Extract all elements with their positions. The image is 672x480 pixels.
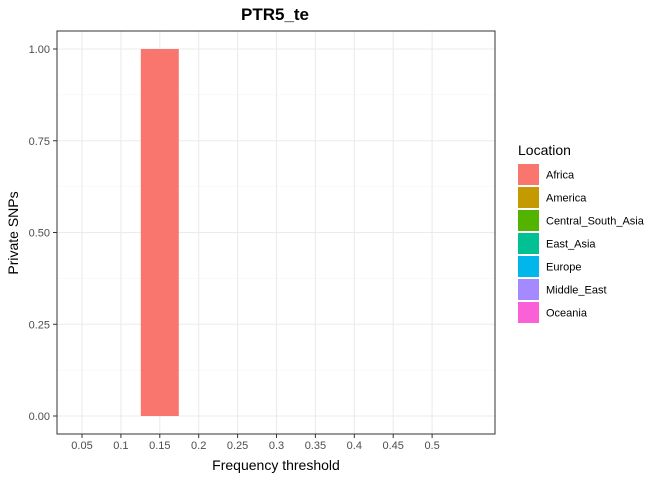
legend-label: East_Asia (546, 239, 596, 251)
legend-label: Africa (546, 170, 575, 182)
y-tick-label: 0.25 (29, 319, 50, 331)
x-tick-label: 0.05 (71, 440, 92, 452)
legend: Location Africa America Central_South_Asia… (518, 142, 645, 323)
plot-area: 0.05 0.1 0.15 0.2 0.25 0.3 0.35 0.4 0.45 0.5 0.00… (29, 30, 496, 452)
bars (140, 49, 179, 416)
legend-key-central_south_asia (518, 210, 539, 231)
y-tick-label: 0.50 (29, 228, 50, 240)
legend-label: America (546, 193, 587, 205)
legend-label: Central_South_Asia (546, 216, 645, 228)
x-tick-label: 0.15 (149, 440, 170, 452)
x-tick-label: 0.1 (113, 440, 128, 452)
y-axis-ticks: 0.00 0.25 0.50 0.75 1.00 (29, 44, 57, 423)
x-tick-label: 0.2 (191, 440, 206, 452)
y-tick-label: 1.00 (29, 44, 50, 56)
x-tick-label: 0.3 (269, 440, 284, 452)
x-axis-ticks: 0.05 0.1 0.15 0.2 0.25 0.3 0.35 0.4 0.45 0.5 (71, 434, 440, 452)
legend-label: Oceania (546, 308, 588, 320)
major-gridlines (57, 31, 495, 434)
x-tick-label: 0.45 (382, 440, 403, 452)
legend-key-east_asia (518, 233, 539, 254)
x-tick-label: 0.5 (424, 440, 439, 452)
legend-title: Location (518, 142, 571, 158)
chart-title: PTR5_te (241, 5, 309, 24)
bar-africa (140, 49, 179, 416)
legend-label: Europe (546, 262, 581, 274)
legend-key-africa (518, 164, 539, 185)
legend-items: Africa America Central_South_Asia East_Asia… (518, 164, 645, 323)
legend-label: Middle_East (546, 285, 607, 297)
legend-key-oceania (518, 302, 539, 323)
legend-key-europe (518, 256, 539, 277)
x-axis-title: Frequency threshold (212, 457, 340, 473)
y-tick-label: 0.75 (29, 136, 50, 148)
legend-key-america (518, 187, 539, 208)
y-axis-title: Private SNPs (5, 191, 21, 274)
x-tick-label: 0.25 (227, 440, 248, 452)
x-tick-label: 0.35 (305, 440, 326, 452)
x-tick-label: 0.4 (347, 440, 362, 452)
y-tick-label: 0.00 (29, 411, 50, 423)
legend-key-middle_east (518, 279, 539, 300)
